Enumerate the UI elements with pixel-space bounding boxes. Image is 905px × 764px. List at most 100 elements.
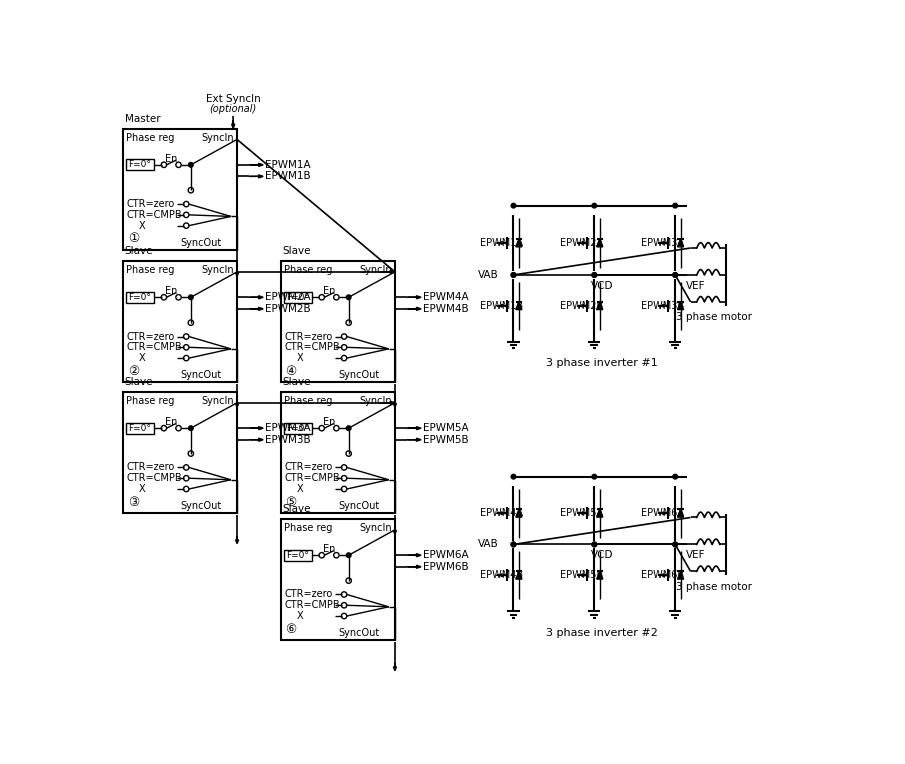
Text: Slave: Slave xyxy=(125,377,153,387)
FancyArrow shape xyxy=(250,163,263,167)
Text: F=0°: F=0° xyxy=(287,551,310,560)
Text: EPWM4B: EPWM4B xyxy=(423,304,468,314)
FancyArrow shape xyxy=(381,270,395,274)
Bar xyxy=(123,128,237,250)
Text: CTR=CMPB: CTR=CMPB xyxy=(126,210,182,220)
FancyArrow shape xyxy=(658,241,667,244)
Text: En: En xyxy=(322,544,335,554)
FancyArrow shape xyxy=(250,439,263,442)
Circle shape xyxy=(673,542,678,547)
Bar xyxy=(126,422,154,433)
Bar xyxy=(281,261,395,382)
FancyArrow shape xyxy=(250,307,263,310)
Polygon shape xyxy=(516,571,522,579)
Bar xyxy=(126,160,154,170)
Polygon shape xyxy=(678,510,683,517)
FancyArrow shape xyxy=(658,304,667,307)
FancyArrow shape xyxy=(658,512,667,515)
Bar xyxy=(123,261,237,382)
Text: CTR=CMPB: CTR=CMPB xyxy=(284,342,339,352)
FancyArrow shape xyxy=(381,401,395,404)
Text: SyncOut: SyncOut xyxy=(338,370,380,380)
Text: SyncIn: SyncIn xyxy=(359,265,392,275)
Text: EPWM3A: EPWM3A xyxy=(642,238,684,248)
Text: CTR=CMPB: CTR=CMPB xyxy=(126,342,182,352)
Polygon shape xyxy=(596,571,603,579)
Circle shape xyxy=(511,542,516,547)
Text: EPWM6B: EPWM6B xyxy=(423,562,468,571)
Text: X: X xyxy=(296,484,303,494)
Polygon shape xyxy=(596,239,603,247)
Circle shape xyxy=(592,542,596,547)
Circle shape xyxy=(673,273,678,277)
FancyArrow shape xyxy=(394,663,396,671)
Bar xyxy=(284,422,311,433)
Text: EPWM2B: EPWM2B xyxy=(265,304,310,314)
Text: Phase reg: Phase reg xyxy=(126,265,175,275)
Circle shape xyxy=(673,273,678,277)
Circle shape xyxy=(592,474,596,479)
Polygon shape xyxy=(678,302,683,309)
Text: X: X xyxy=(138,221,145,231)
FancyArrow shape xyxy=(497,512,505,515)
FancyArrow shape xyxy=(235,269,239,277)
Text: EPWM3B: EPWM3B xyxy=(642,301,684,311)
Text: ③: ③ xyxy=(128,496,139,509)
Text: VAB: VAB xyxy=(478,270,499,280)
Circle shape xyxy=(592,273,596,277)
Text: En: En xyxy=(322,417,335,427)
Text: Phase reg: Phase reg xyxy=(284,265,332,275)
Text: CTR=CMPB: CTR=CMPB xyxy=(284,601,339,610)
Text: EPWM4B: EPWM4B xyxy=(480,570,523,580)
Bar xyxy=(284,550,311,561)
Bar xyxy=(281,392,395,513)
Polygon shape xyxy=(678,239,683,247)
Text: EPWM1A: EPWM1A xyxy=(480,238,522,248)
Text: EPWM4A: EPWM4A xyxy=(480,508,522,518)
Text: CTR=zero: CTR=zero xyxy=(284,462,332,472)
FancyArrow shape xyxy=(407,554,421,557)
Text: SyncOut: SyncOut xyxy=(181,238,222,248)
Text: EPWM2B: EPWM2B xyxy=(560,301,604,311)
Text: SyncOut: SyncOut xyxy=(181,370,222,380)
Text: EPWM2A: EPWM2A xyxy=(560,238,604,248)
FancyArrow shape xyxy=(497,574,505,577)
Text: EPWM3A: EPWM3A xyxy=(265,423,310,433)
Text: 3 phase inverter #2: 3 phase inverter #2 xyxy=(546,628,658,638)
Text: Ext SyncIn: Ext SyncIn xyxy=(205,95,261,105)
Circle shape xyxy=(188,163,193,167)
Polygon shape xyxy=(516,302,522,309)
FancyArrow shape xyxy=(407,426,421,429)
Text: CTR=zero: CTR=zero xyxy=(284,332,332,342)
Text: SyncOut: SyncOut xyxy=(181,501,222,511)
Text: EPWM1A: EPWM1A xyxy=(265,160,310,170)
Text: EPWM6A: EPWM6A xyxy=(423,550,468,560)
FancyArrow shape xyxy=(497,241,505,244)
FancyArrow shape xyxy=(235,536,239,544)
FancyArrow shape xyxy=(235,400,239,407)
Text: CTR=zero: CTR=zero xyxy=(126,462,175,472)
Text: VEF: VEF xyxy=(686,550,706,560)
Circle shape xyxy=(511,273,516,277)
Circle shape xyxy=(188,295,193,299)
Text: VAB: VAB xyxy=(478,539,499,549)
Text: SyncOut: SyncOut xyxy=(338,501,380,511)
Text: ①: ① xyxy=(128,232,139,245)
Text: Slave: Slave xyxy=(282,504,311,514)
Text: En: En xyxy=(165,286,177,296)
Polygon shape xyxy=(678,571,683,579)
Text: 3 phase motor: 3 phase motor xyxy=(676,312,752,322)
Text: ④: ④ xyxy=(286,364,297,377)
Text: EPWM6B: EPWM6B xyxy=(642,570,684,580)
FancyArrow shape xyxy=(407,296,421,299)
Text: CTR=CMPB: CTR=CMPB xyxy=(126,473,182,483)
Text: EPWM5B: EPWM5B xyxy=(423,435,468,445)
Bar xyxy=(284,292,311,303)
Text: EPWM3B: EPWM3B xyxy=(265,435,310,445)
FancyArrow shape xyxy=(577,512,586,515)
FancyArrow shape xyxy=(658,574,667,577)
FancyArrow shape xyxy=(250,296,263,299)
FancyArrow shape xyxy=(407,307,421,310)
Text: EPWM1B: EPWM1B xyxy=(265,171,310,181)
Text: Phase reg: Phase reg xyxy=(126,397,175,406)
